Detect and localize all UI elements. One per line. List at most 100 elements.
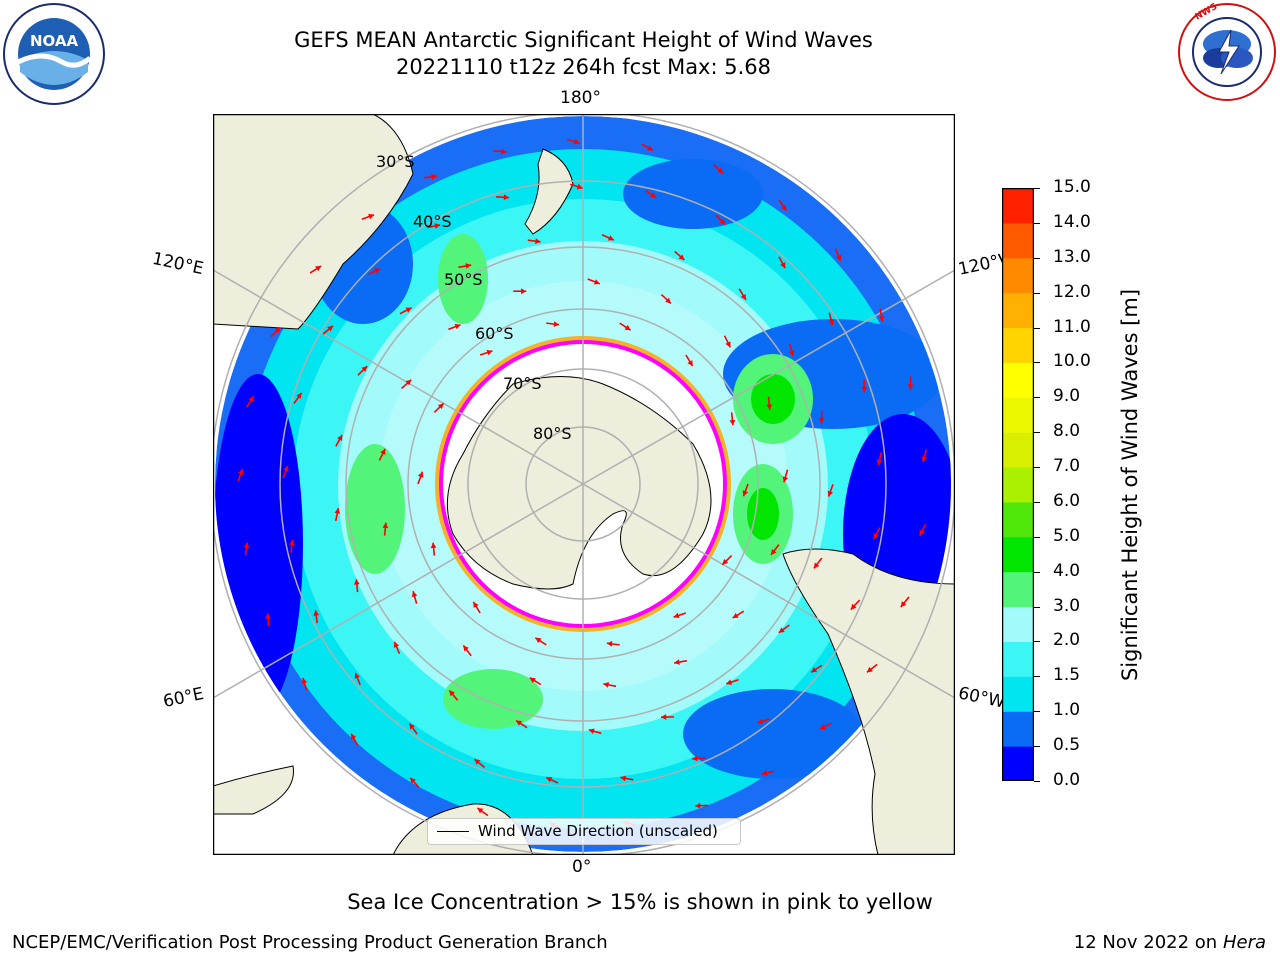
date-value: 12 Nov 2022 on — [1073, 932, 1218, 953]
colorbar-swatch — [1002, 222, 1034, 259]
wave-arrow-head — [624, 324, 631, 331]
wave-arrow-head — [465, 263, 472, 269]
australia-landmass — [213, 114, 414, 330]
colorbar-tick-mark — [1034, 467, 1040, 469]
wave-arrow-head — [296, 392, 302, 399]
wave-arrow-head — [665, 297, 671, 304]
wave-arrow-head — [351, 733, 357, 740]
colorbar-tick-label: 8.0 — [1053, 421, 1081, 442]
wave-arrow-head — [757, 718, 764, 725]
nws-logo: NWS — [1178, 2, 1276, 101]
colorbar-tick-label: 15.0 — [1053, 177, 1091, 197]
colorbar-swatch — [1002, 571, 1034, 608]
wave-arrow-head — [315, 265, 322, 272]
legend-label: Wind Wave Direction (unscaled) — [478, 822, 718, 840]
wave-arrow-head — [573, 138, 580, 145]
colorbar-tick-label: 0.5 — [1053, 735, 1081, 756]
lat-label-60s: 60°S — [475, 324, 514, 343]
lat-label-40s: 40°S — [413, 212, 452, 231]
wave-arrow-head — [238, 468, 244, 475]
lon-label-60e: 60°E — [161, 683, 206, 713]
wave-arrow-head — [819, 724, 826, 730]
wave-arrow-head — [473, 601, 479, 608]
colorbar-tick-label: 10.0 — [1053, 351, 1091, 372]
colorbar-tick-label: 0.0 — [1053, 770, 1081, 790]
wave-arrow-head — [835, 254, 842, 261]
wave-arrow-head — [437, 403, 444, 410]
wave-arrow-head — [788, 350, 795, 357]
wave-arrow-head — [546, 777, 553, 783]
wave-arrow-head — [265, 613, 271, 619]
wave-arrow-head — [660, 714, 667, 720]
colorbar-swatch — [1002, 362, 1034, 398]
wave-arrow-head — [919, 529, 925, 536]
wave-arrow-head — [850, 603, 857, 610]
madagascar-landmass — [213, 765, 294, 815]
wave-arrow-head — [361, 366, 368, 372]
wave-arrow-head — [778, 627, 785, 633]
wave-arrow-head — [405, 307, 412, 313]
wave-arrow-head — [766, 404, 773, 410]
colorbar-tick-mark — [1034, 432, 1040, 434]
wave-arrow-head — [380, 448, 386, 455]
wave-arrow-head — [900, 601, 907, 607]
colorbar-tick-label: 12.0 — [1053, 281, 1091, 302]
wave-arrow-head — [674, 659, 680, 665]
svg-text:NOAA: NOAA — [30, 32, 79, 50]
wave-arrow-head — [417, 471, 424, 478]
wave-arrow-head — [393, 641, 400, 648]
wave-arrow-head — [529, 677, 536, 683]
wave-arrow-head — [692, 755, 698, 762]
colorbar-swatch — [1002, 641, 1034, 677]
wave-arrow-head — [434, 223, 441, 229]
wave-arrow-head — [827, 490, 834, 497]
colorbar-swatch — [1002, 397, 1034, 433]
wave-arrow-head — [477, 807, 484, 814]
longitude-lines — [213, 114, 955, 855]
wave-arrow-head — [907, 384, 914, 390]
wave-arrow-head — [607, 235, 614, 241]
host-name: Hera — [1222, 932, 1266, 953]
wave-arrow-head — [535, 637, 542, 644]
wave-arrow-head — [243, 542, 250, 549]
colorbar-tick-mark — [1034, 257, 1040, 259]
wave-arrow-head — [374, 268, 381, 274]
colorbar-tick-mark — [1034, 222, 1040, 224]
wave-arrow-head — [695, 802, 701, 809]
colorbar-tick-label: 13.0 — [1053, 246, 1091, 267]
wave-arrow-head — [588, 728, 595, 734]
wave-arrow-head — [405, 379, 412, 386]
wave-arrow-head — [726, 679, 733, 685]
wave-arrow-head — [334, 508, 341, 514]
wave-arrow-head — [603, 682, 610, 688]
wave-arrow-head — [811, 667, 818, 673]
colorbar-swatch — [1002, 501, 1034, 538]
south-america-landmass — [782, 548, 955, 855]
wave-arrow-head — [606, 641, 613, 647]
colorbar-tick-label: 5.0 — [1053, 525, 1081, 546]
colorbar-swatch — [1002, 188, 1034, 224]
wave-arrow-head — [761, 770, 768, 776]
wave-arrow-head — [411, 591, 418, 598]
wave-arrow-head — [354, 672, 360, 679]
wave-arrow-head — [410, 777, 416, 784]
wave-arrow-head — [866, 666, 873, 673]
wave-arrow-head — [431, 173, 437, 180]
colorbar-tick-mark — [1034, 501, 1040, 503]
map-legend: Wind Wave Direction (unscaled) — [427, 818, 741, 845]
lat-label-50s: 50°S — [444, 270, 483, 289]
colorbar-tick-label: 4.0 — [1053, 560, 1081, 581]
lon-label-180: 180° — [560, 88, 601, 108]
polar-map[interactable] — [213, 114, 955, 855]
colorbar-tick-mark — [1034, 362, 1040, 364]
colorbar-swatch — [1002, 711, 1034, 747]
wave-arrow-head — [301, 678, 308, 684]
wave-arrow-head — [274, 327, 281, 334]
wave-arrow-head — [283, 465, 289, 472]
wave-arrow-head — [337, 434, 343, 441]
wave-arrow-head — [593, 279, 600, 285]
colorbar-swatch — [1002, 257, 1034, 294]
colorbar-tick-mark — [1034, 292, 1040, 294]
wave-arrow-head — [770, 548, 777, 555]
wave-arrow-head — [813, 562, 820, 569]
